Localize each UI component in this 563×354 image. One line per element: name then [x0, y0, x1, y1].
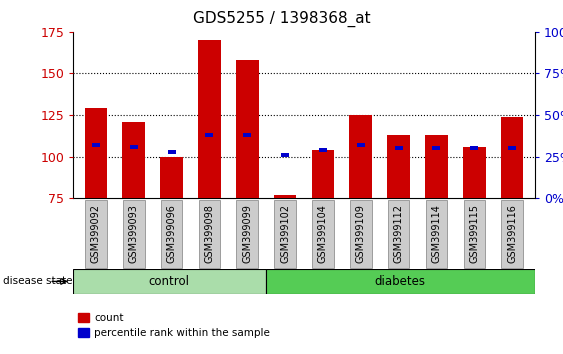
- Bar: [463, 147, 486, 198]
- Text: disease state: disease state: [3, 276, 72, 286]
- Text: GSM399115: GSM399115: [470, 204, 479, 263]
- Bar: [84, 108, 107, 198]
- Text: GSM399109: GSM399109: [356, 204, 366, 263]
- Text: GDS5255 / 1398368_at: GDS5255 / 1398368_at: [193, 11, 370, 27]
- Bar: [198, 40, 221, 198]
- Bar: [350, 115, 372, 198]
- Text: GSM399112: GSM399112: [394, 204, 404, 263]
- FancyBboxPatch shape: [85, 200, 106, 268]
- Bar: [470, 146, 479, 150]
- Text: control: control: [149, 275, 190, 288]
- Bar: [395, 146, 403, 150]
- Text: GSM399116: GSM399116: [507, 204, 517, 263]
- Text: GSM399102: GSM399102: [280, 204, 290, 263]
- Bar: [243, 133, 251, 137]
- Bar: [92, 143, 100, 147]
- Text: GSM399104: GSM399104: [318, 204, 328, 263]
- Bar: [168, 150, 176, 154]
- FancyBboxPatch shape: [266, 269, 535, 294]
- Bar: [501, 117, 524, 198]
- FancyBboxPatch shape: [199, 200, 220, 268]
- Bar: [387, 135, 410, 198]
- FancyBboxPatch shape: [73, 269, 266, 294]
- Bar: [508, 146, 516, 150]
- FancyBboxPatch shape: [236, 200, 258, 268]
- FancyBboxPatch shape: [161, 200, 182, 268]
- Text: diabetes: diabetes: [375, 275, 426, 288]
- Bar: [205, 133, 213, 137]
- Text: GSM399099: GSM399099: [242, 204, 252, 263]
- Bar: [432, 146, 440, 150]
- Bar: [274, 195, 297, 198]
- Bar: [236, 60, 258, 198]
- Bar: [122, 122, 145, 198]
- Text: GSM399114: GSM399114: [431, 204, 441, 263]
- Bar: [281, 153, 289, 157]
- FancyBboxPatch shape: [350, 200, 372, 268]
- FancyBboxPatch shape: [274, 200, 296, 268]
- Bar: [129, 144, 138, 149]
- Bar: [160, 156, 183, 198]
- Text: GSM399096: GSM399096: [167, 204, 177, 263]
- FancyBboxPatch shape: [388, 200, 409, 268]
- FancyBboxPatch shape: [123, 200, 145, 268]
- FancyBboxPatch shape: [426, 200, 447, 268]
- Bar: [425, 135, 448, 198]
- Text: GSM399098: GSM399098: [204, 204, 215, 263]
- Bar: [311, 150, 334, 198]
- Bar: [319, 148, 327, 152]
- Text: GSM399092: GSM399092: [91, 204, 101, 263]
- FancyBboxPatch shape: [312, 200, 334, 268]
- Legend: count, percentile rank within the sample: count, percentile rank within the sample: [78, 313, 270, 338]
- Text: GSM399093: GSM399093: [129, 204, 138, 263]
- FancyBboxPatch shape: [502, 200, 523, 268]
- Bar: [357, 143, 365, 147]
- FancyBboxPatch shape: [463, 200, 485, 268]
